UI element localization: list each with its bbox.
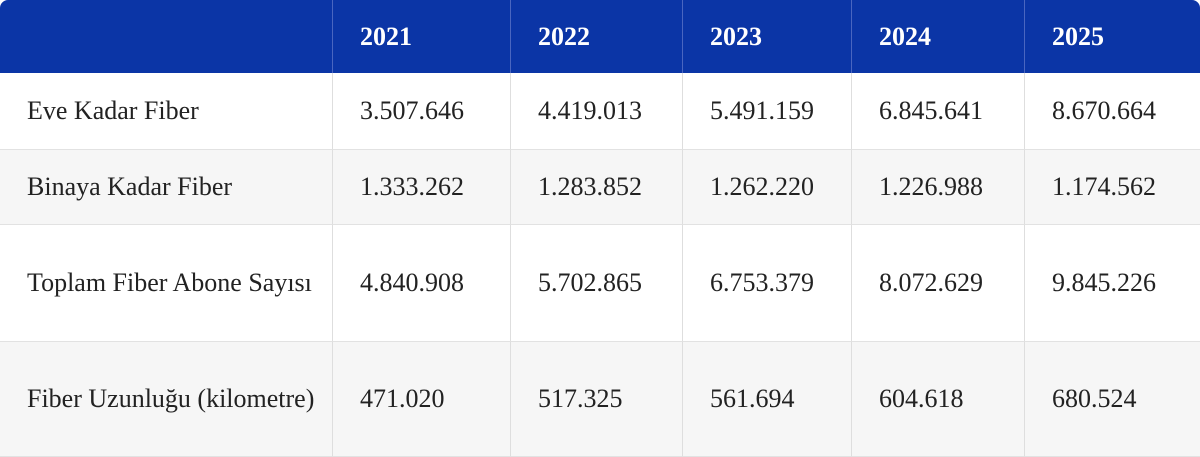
table-row: Binaya Kadar Fiber 1.333.262 1.283.852 1.26…	[0, 150, 1200, 225]
table-row: Fiber Uzunluğu (kilometre) 471.020 517.325…	[0, 342, 1200, 457]
value-cell: 6.753.379	[683, 225, 852, 342]
year-header: 2025	[1025, 0, 1200, 73]
row-label: Binaya Kadar Fiber	[0, 150, 333, 225]
year-header: 2022	[511, 0, 683, 73]
year-header: 2021	[333, 0, 511, 73]
value-cell: 8.072.629	[852, 225, 1025, 342]
value-cell: 1.226.988	[852, 150, 1025, 225]
table-body: Eve Kadar Fiber 3.507.646 4.419.013 5.491.1…	[0, 73, 1200, 457]
header-cell	[0, 0, 333, 73]
value-cell: 1.333.262	[333, 150, 511, 225]
year-header: 2023	[683, 0, 852, 73]
value-cell: 604.618	[852, 342, 1025, 457]
value-cell: 8.670.664	[1025, 73, 1200, 150]
value-cell: 9.845.226	[1025, 225, 1200, 342]
header-row: 2021 2022 2023 2024 2025	[0, 0, 1200, 73]
row-label: Toplam Fiber Abone Sayısı	[0, 225, 333, 342]
value-cell: 6.845.641	[852, 73, 1025, 150]
value-cell: 1.174.562	[1025, 150, 1200, 225]
value-cell: 517.325	[511, 342, 683, 457]
year-header: 2024	[852, 0, 1025, 73]
value-cell: 1.262.220	[683, 150, 852, 225]
table-row: Toplam Fiber Abone Sayısı 4.840.908 5.702.…	[0, 225, 1200, 342]
value-cell: 3.507.646	[333, 73, 511, 150]
value-cell: 1.283.852	[511, 150, 683, 225]
value-cell: 5.491.159	[683, 73, 852, 150]
value-cell: 680.524	[1025, 342, 1200, 457]
table-row: Eve Kadar Fiber 3.507.646 4.419.013 5.491.1…	[0, 73, 1200, 150]
value-cell: 561.694	[683, 342, 852, 457]
value-cell: 4.840.908	[333, 225, 511, 342]
value-cell: 5.702.865	[511, 225, 683, 342]
value-cell: 4.419.013	[511, 73, 683, 150]
row-label: Eve Kadar Fiber	[0, 73, 333, 150]
row-label: Fiber Uzunluğu (kilometre)	[0, 342, 333, 457]
value-cell: 471.020	[333, 342, 511, 457]
